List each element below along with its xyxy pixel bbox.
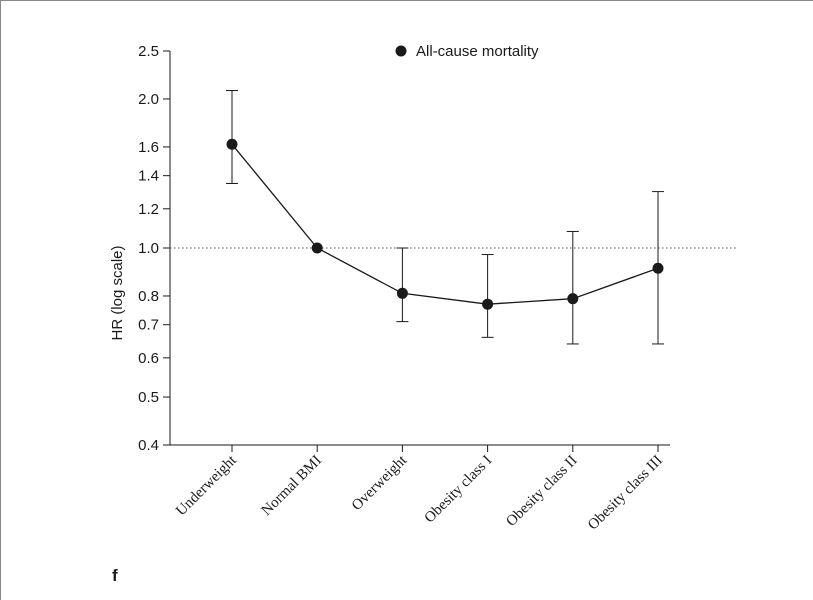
y-tick-label: 0.5 xyxy=(138,389,159,406)
y-tick-label: 2.0 xyxy=(138,91,159,108)
y-tick-label: 1.6 xyxy=(138,139,159,156)
y-tick-label: 0.4 xyxy=(138,437,159,454)
error-bars xyxy=(226,90,664,345)
data-point xyxy=(482,298,494,310)
data-point xyxy=(226,138,238,150)
x-tick-label: Obesity class III xyxy=(585,453,666,534)
y-tick-label: 1.0 xyxy=(138,240,159,257)
y-axis-title: HR (log scale) xyxy=(109,245,126,340)
x-tick-label: Obesity class I xyxy=(422,453,496,527)
y-tick-label: 0.8 xyxy=(138,288,159,305)
x-tick-label: Underweight xyxy=(173,452,240,519)
series-line xyxy=(231,143,659,305)
x-tick-label: Normal BMI xyxy=(259,453,325,519)
y-ticks: 0.4 0.5 0.6 0.7 0.8 1.0 1.2 1.4 1.6 2.0 2.5 xyxy=(138,43,170,454)
y-tick-label: 1.4 xyxy=(138,168,159,185)
y-tick-label: 0.6 xyxy=(138,350,159,367)
x-tick-label: Obesity class II xyxy=(503,453,580,530)
y-tick-label: 1.2 xyxy=(138,201,159,218)
data-point xyxy=(567,293,579,305)
data-point xyxy=(652,262,664,274)
y-tick-label: 0.7 xyxy=(138,317,159,334)
data-point xyxy=(396,287,408,299)
legend-label: All-cause mortality xyxy=(416,43,539,60)
y-tick-label: 2.5 xyxy=(138,43,159,60)
x-ticks: Underweight Normal BMI Overweight Obesity c… xyxy=(173,445,666,533)
x-tick-label: Overweight xyxy=(349,452,411,514)
panel-label: f xyxy=(112,566,118,585)
data-point xyxy=(311,242,323,254)
legend-marker xyxy=(395,45,407,57)
data-points xyxy=(226,138,664,310)
